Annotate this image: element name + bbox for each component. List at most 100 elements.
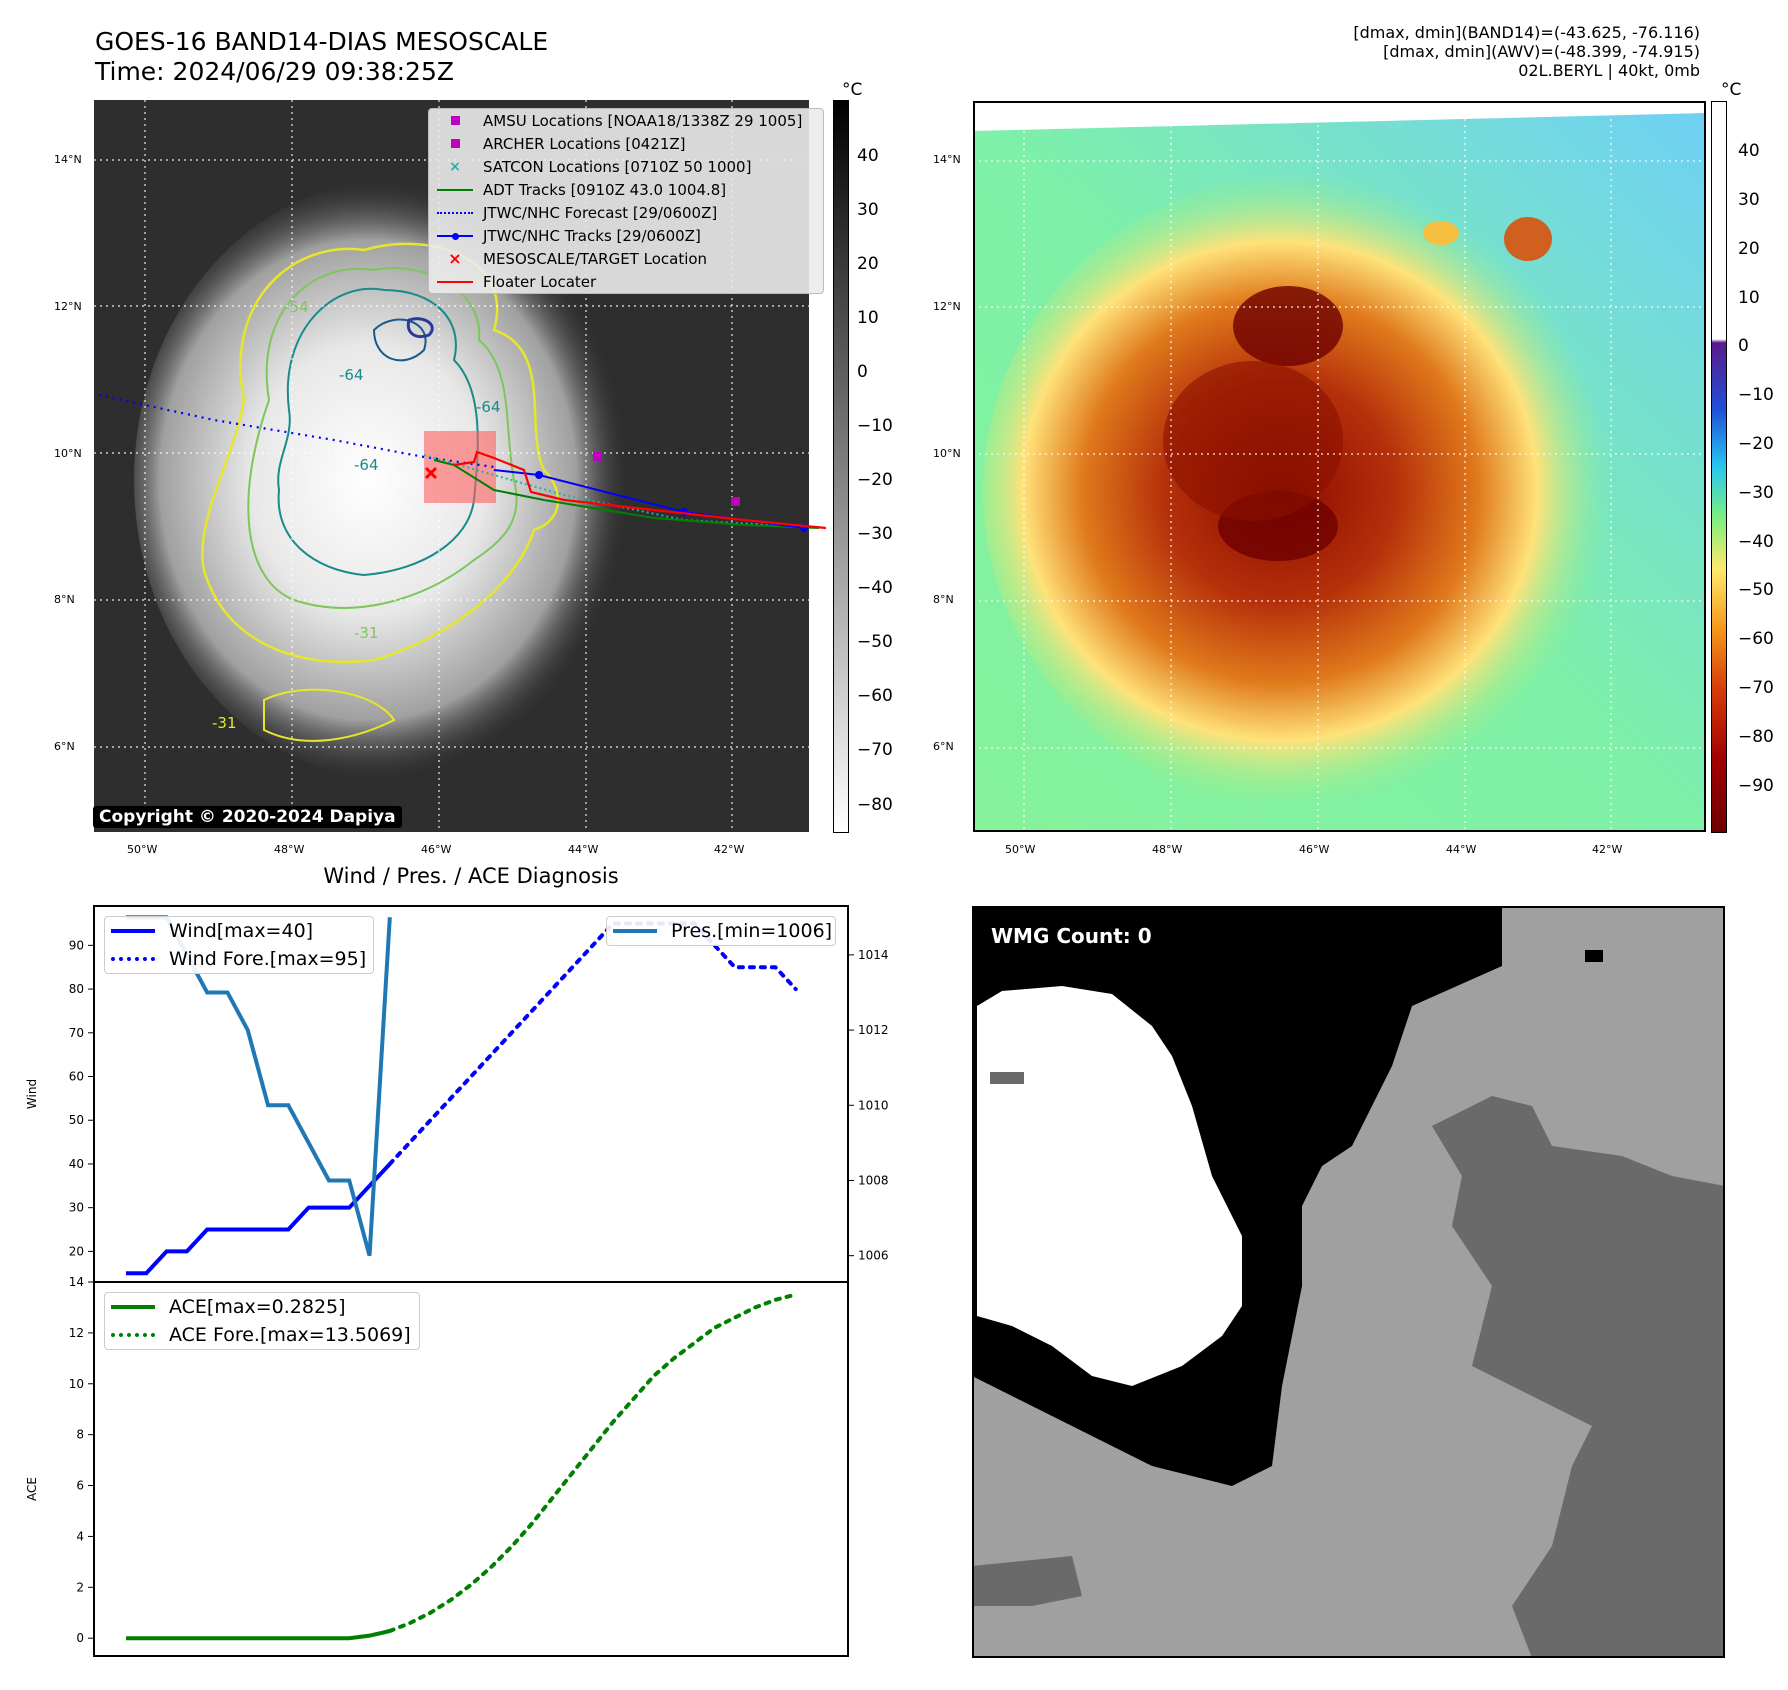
legend-ace: ACE[max=0.2825]	[169, 1296, 346, 1318]
band14-range: [dmax, dmin](BAND14)=(-43.625, -76.116)	[1353, 23, 1700, 42]
wind-ytick-label: 20	[69, 1244, 84, 1258]
pres-ytick-label: 1012	[858, 1023, 889, 1037]
colorbar-unit: °C	[1721, 80, 1742, 100]
cb-tick: −40	[857, 578, 893, 598]
contour-label: -31	[212, 714, 237, 732]
ace-ytick-label: 2	[76, 1580, 84, 1594]
blue-dotted-line-icon	[437, 211, 473, 214]
cb-tick: 40	[1738, 141, 1760, 161]
colorbar-color	[1711, 101, 1727, 833]
cb-tick: −80	[857, 795, 893, 815]
ace-legend: ACE[max=0.2825] ACE Fore.[max=13.5069]	[104, 1292, 420, 1350]
cb-tick: 40	[857, 146, 879, 166]
ace-ytick-label: 8	[76, 1428, 84, 1442]
magenta-square-icon	[450, 139, 460, 148]
wind-ytick-label: 40	[69, 1157, 84, 1171]
ace-ytick-label: 12	[69, 1326, 84, 1340]
lat-tick: 8°N	[933, 593, 954, 606]
cyan-x-icon: ×	[449, 158, 461, 175]
cb-tick: −10	[857, 416, 893, 436]
cb-tick: 30	[857, 200, 879, 220]
lon-tick: 48°W	[1152, 843, 1183, 856]
legend-item-floater: Floater Locater	[429, 270, 823, 293]
ir-color-map	[973, 101, 1706, 832]
lon-tick: 46°W	[421, 843, 452, 856]
cb-tick: 20	[857, 254, 879, 274]
storm-info: 02L.BERYL | 40kt, 0mb	[1518, 61, 1700, 80]
awv-range: [dmax, dmin](AWV)=(-48.399, -74.915)	[1383, 42, 1700, 61]
ace-ylabel: ACE	[25, 1477, 39, 1501]
cb-tick: −60	[857, 686, 893, 706]
ace-series-line	[126, 1629, 391, 1641]
cb-tick: −40	[1738, 532, 1774, 552]
ace-series-line	[387, 1292, 798, 1634]
lat-tick: 10°N	[933, 447, 961, 460]
copyright-label: Copyright © 2020-2024 Dapiya	[93, 806, 402, 828]
cb-tick: 10	[857, 308, 879, 328]
cb-tick: 0	[1738, 336, 1749, 356]
magenta-square-icon	[450, 116, 460, 125]
legend-item-satcon: × SATCON Locations [0710Z 50 1000]	[429, 155, 823, 178]
lat-tick: 12°N	[933, 300, 961, 313]
cb-tick: −70	[1738, 678, 1774, 698]
lon-tick: 44°W	[568, 843, 599, 856]
green-line-icon	[111, 1305, 155, 1309]
lat-tick: 14°N	[54, 153, 82, 166]
pres-ytick-label: 1014	[858, 948, 889, 962]
cb-tick: 30	[1738, 190, 1760, 210]
colorbar-gray	[833, 100, 849, 833]
wind-ylabel: Wind	[25, 1079, 39, 1109]
pres-legend: Pres.[min=1006]	[606, 916, 836, 946]
legend-item-archer: ARCHER Locations [0421Z]	[429, 132, 823, 155]
wind-series-line	[126, 1184, 371, 1276]
wind-ytick-label: 80	[69, 982, 84, 996]
cb-tick: −20	[1738, 434, 1774, 454]
wmg-panel	[972, 906, 1725, 1658]
cb-tick: 20	[1738, 239, 1760, 259]
cb-tick: −60	[1738, 629, 1774, 649]
colorbar-unit: °C	[842, 80, 863, 100]
wind-ytick-label: 70	[69, 1026, 84, 1040]
wind-ytick-label: 90	[69, 938, 84, 952]
lon-tick: 48°W	[274, 843, 305, 856]
ace-ytick-label: 0	[76, 1631, 84, 1645]
lon-tick: 46°W	[1299, 843, 1330, 856]
chart-time: Time: 2024/06/29 09:38:25Z	[95, 57, 454, 86]
lon-tick: 42°W	[1592, 843, 1623, 856]
chart-title: GOES-16 BAND14-DIAS MESOSCALE	[95, 27, 549, 56]
wind-ytick-label: 30	[69, 1201, 84, 1215]
contour-label: -64	[339, 366, 364, 384]
contour-label: -31	[354, 624, 379, 642]
green-dotted-line-icon	[111, 1333, 155, 1337]
legend-wind: Wind[max=40]	[169, 920, 314, 942]
ace-ytick-label: 10	[69, 1377, 84, 1391]
ace-axes-frame	[93, 1281, 849, 1657]
contour-label: -64	[354, 456, 379, 474]
red-line-icon	[437, 280, 473, 283]
wind-legend: Wind[max=40] Wind Fore.[max=95]	[104, 916, 374, 974]
cb-tick: −50	[857, 632, 893, 652]
cb-tick: −80	[1738, 727, 1774, 747]
ace-ytick-label: 4	[76, 1529, 84, 1543]
pres-ytick-label: 1008	[858, 1173, 889, 1187]
wind-ytick-label: 50	[69, 1113, 84, 1127]
red-x-icon: ×	[448, 249, 462, 268]
ace-ytick-label: 6	[76, 1479, 84, 1493]
legend-item-tracks: JTWC/NHC Tracks [29/0600Z]	[429, 224, 823, 247]
cb-tick: −70	[857, 740, 893, 760]
legend-ace-fore: ACE Fore.[max=13.5069]	[169, 1324, 411, 1346]
legend-item-forecast: JTWC/NHC Forecast [29/0600Z]	[429, 201, 823, 224]
legend-item-adt: ADT Tracks [0910Z 43.0 1004.8]	[429, 178, 823, 201]
lon-tick: 50°W	[1005, 843, 1036, 856]
blue-dotted-line-icon	[111, 957, 155, 961]
legend-wind-fore: Wind Fore.[max=95]	[169, 948, 367, 970]
cb-tick: −10	[1738, 385, 1774, 405]
lat-tick: 6°N	[933, 740, 954, 753]
lon-tick: 44°W	[1446, 843, 1477, 856]
cb-tick: 0	[857, 362, 868, 382]
cb-tick: −20	[857, 470, 893, 490]
cb-tick: −30	[1738, 483, 1774, 503]
lat-tick: 8°N	[54, 593, 75, 606]
contour-label: -64	[476, 398, 501, 416]
lon-tick: 50°W	[127, 843, 158, 856]
